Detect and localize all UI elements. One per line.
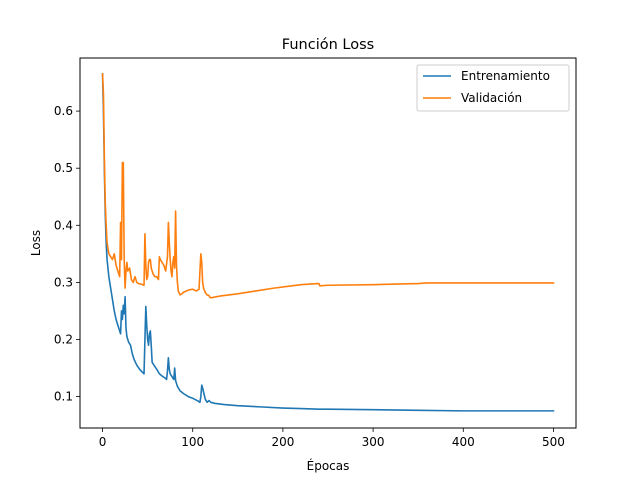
series-layer [101,73,555,412]
y-axis-ticks: 0.1 0.2 0.3 0.4 0.5 0.6 [54,104,80,404]
legend-label-0: Entrenamiento [461,69,550,83]
series-line-0 [101,73,555,412]
series-line-1 [101,73,555,299]
y-tick-label: 0.1 [54,390,73,404]
x-axis-label: Épocas [307,458,350,473]
x-tick-label: 300 [362,435,385,449]
x-tick-label: 500 [542,435,565,449]
y-axis-label: Loss [29,230,43,256]
legend: Entrenamiento Validación [416,64,570,112]
y-tick-label: 0.3 [54,275,73,289]
x-axis-ticks: 0 100 200 300 400 500 [99,428,565,449]
y-tick-label: 0.2 [54,332,73,346]
x-tick-label: 200 [271,435,294,449]
legend-box [416,64,570,112]
legend-label-1: Validación [461,91,522,105]
chart-title: Función Loss [282,37,374,53]
x-tick-label: 400 [452,435,475,449]
plot-area-frame [79,57,577,429]
y-tick-label: 0.5 [54,161,73,175]
x-tick-label: 0 [99,435,107,449]
y-tick-label: 0.4 [54,218,73,232]
y-tick-label: 0.6 [54,104,73,118]
x-tick-label: 100 [181,435,204,449]
